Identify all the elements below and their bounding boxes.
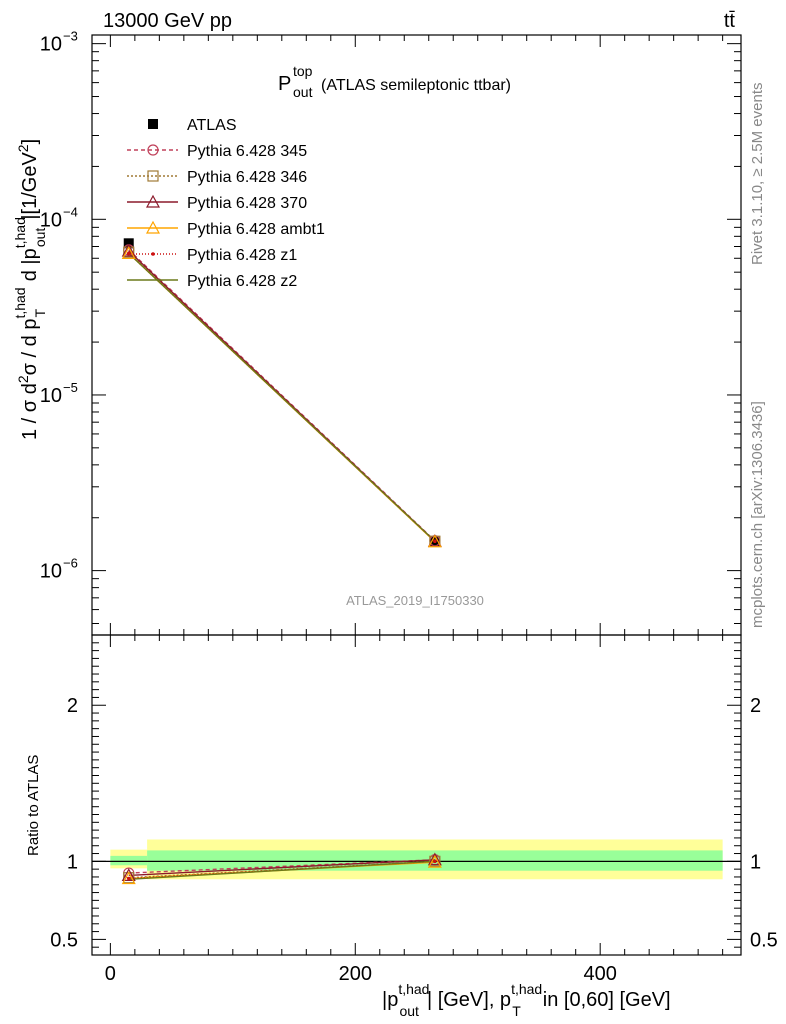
data-point-5-1	[433, 539, 437, 544]
legend-marker-3	[145, 194, 161, 208]
ratio-y-tick-label: 2	[67, 695, 78, 717]
legend-label-3: Pythia 6.428 370	[187, 195, 307, 212]
ratio-point-2-0	[121, 868, 136, 881]
title-rest: (ATLAS semileptonic ttbar)	[321, 77, 511, 94]
main-title: P top out (ATLAS semileptonic ttbar)	[278, 63, 511, 100]
title-main: P	[278, 73, 291, 95]
y-tick-label-exponent: −5	[63, 380, 78, 395]
title-sup: top	[293, 63, 313, 79]
ratio-point-4-1	[433, 859, 437, 864]
y-tick-label-exponent: −6	[63, 556, 78, 571]
ratio-y-tick-label-right: 0.5	[750, 929, 778, 951]
ratio-y-tick-label-right: 1	[750, 851, 761, 873]
y-tick-label: 10	[40, 385, 62, 407]
rivet-label: Rivet 3.1.10, ≥ 2.5M events	[749, 83, 766, 266]
legend-label-5: Pythia 6.428 z1	[187, 247, 297, 264]
y-tick-label: 10	[40, 209, 62, 231]
ratio-point-4-0	[126, 876, 131, 881]
axis-ticks	[92, 35, 741, 955]
legend-label-1: Pythia 6.428 345	[187, 143, 307, 160]
x-tick-label: 400	[583, 963, 616, 985]
energy-label: 13000 GeV pp	[103, 10, 232, 32]
ratio-point-3-0	[121, 871, 136, 885]
data-point-0-0	[123, 238, 134, 249]
legend-marker-4	[145, 220, 161, 234]
series-line-6	[128, 252, 436, 542]
data-point-4-1	[427, 534, 442, 548]
legend-marker-2	[147, 170, 159, 182]
y-tick-label-exponent: −4	[63, 204, 78, 219]
ratio-y-label: Ratio to ATLAS	[25, 755, 42, 856]
y-tick-label: 10	[40, 34, 62, 56]
legend-label-0: ATLAS	[187, 117, 237, 134]
title-sub: out	[293, 84, 313, 100]
ratio-point-2-1	[427, 852, 442, 866]
ratio-line-2	[128, 859, 435, 877]
process-label: tt̄	[724, 10, 736, 32]
stat-uncertainty-band-0	[110, 855, 148, 866]
legend-marker-1	[147, 144, 159, 156]
legend-label-6: Pythia 6.428 z2	[187, 273, 297, 290]
ratio-uncertainty-bands	[92, 839, 741, 880]
series-lines	[128, 249, 436, 880]
mcplots-label: mcplots.cern.ch [arXiv:1306.3436]	[749, 401, 766, 628]
data-point-3-0	[121, 243, 136, 257]
x-tick-label: 200	[339, 963, 372, 985]
y-tick-label: 10	[40, 561, 62, 583]
x-tick-label: 0	[105, 963, 116, 985]
legend-marker-0	[148, 119, 158, 129]
ratio-y-tick-label: 1	[67, 851, 78, 873]
series-markers	[121, 238, 442, 885]
analysis-label: ATLAS_2019_I1750330	[346, 593, 484, 608]
y-tick-label-exponent: −3	[63, 29, 78, 44]
ratio-y-tick-label: 0.5	[50, 929, 78, 951]
legend-label-2: Pythia 6.428 346	[187, 169, 307, 186]
ratio-frame	[91, 634, 742, 956]
legend-label-4: Pythia 6.428 ambt1	[187, 221, 325, 238]
legend-marker-5	[151, 252, 155, 256]
legend: ATLAS Pythia 6.428 345 Pythia 6.428 346 Pyt…	[127, 117, 325, 290]
data-point-4-0	[121, 246, 136, 259]
ratio-y-tick-label-right: 2	[750, 695, 761, 717]
ratio-line-5	[128, 860, 435, 880]
ratio-point-3-1	[427, 854, 442, 868]
